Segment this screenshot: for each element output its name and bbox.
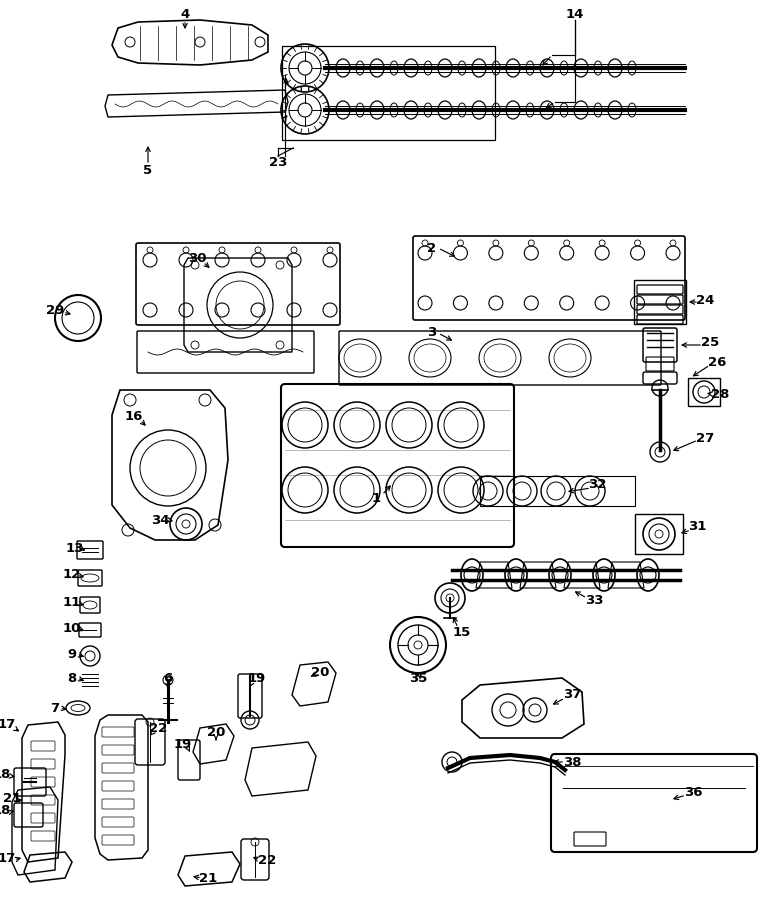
Text: 38: 38 [563,755,581,769]
Text: 15: 15 [453,626,471,638]
Text: 28: 28 [711,388,729,400]
Text: 9: 9 [67,647,77,661]
Text: 21: 21 [199,871,217,885]
Text: 4: 4 [180,8,189,22]
Bar [634,280,686,324]
Text: 20: 20 [311,665,329,679]
Text: 2: 2 [428,241,437,255]
Text: 31: 31 [687,519,706,533]
Text: 7: 7 [50,701,60,715]
Text: 22: 22 [258,853,276,867]
Text: 35: 35 [409,671,428,685]
Text: 27: 27 [696,431,714,445]
Text: 33: 33 [585,593,603,607]
Text: 13: 13 [66,542,85,554]
Text: 6: 6 [164,671,172,685]
Text: 21: 21 [3,791,21,805]
Text: 20: 20 [207,726,226,740]
Text: 19: 19 [174,739,192,752]
Text: 14: 14 [566,8,584,22]
Text: 3: 3 [428,326,437,338]
Text: 12: 12 [63,569,81,581]
Bar [480,476,635,506]
Text: 26: 26 [708,356,726,370]
Text: 22: 22 [149,722,167,734]
Text: 36: 36 [684,786,702,798]
Text: 16: 16 [124,410,143,422]
Text: 23: 23 [269,156,287,168]
Text: 5: 5 [143,164,153,176]
Text: 32: 32 [588,478,606,491]
Text: 18: 18 [0,804,11,816]
Text: 24: 24 [696,293,714,307]
Text: 11: 11 [63,597,81,609]
Text: 19: 19 [248,671,266,685]
Text: 10: 10 [63,622,81,634]
Bar [635,514,683,554]
Text: 34: 34 [151,514,169,526]
Text: 17: 17 [0,718,16,732]
Bar [688,378,720,406]
Text: 17: 17 [0,851,16,865]
Text: 37: 37 [563,688,581,701]
Text: 30: 30 [188,251,206,265]
Text: 1: 1 [371,491,381,505]
Text: 25: 25 [701,336,719,348]
Text: 8: 8 [67,671,77,685]
Text: 18: 18 [0,768,11,780]
Text: 29: 29 [46,303,64,317]
